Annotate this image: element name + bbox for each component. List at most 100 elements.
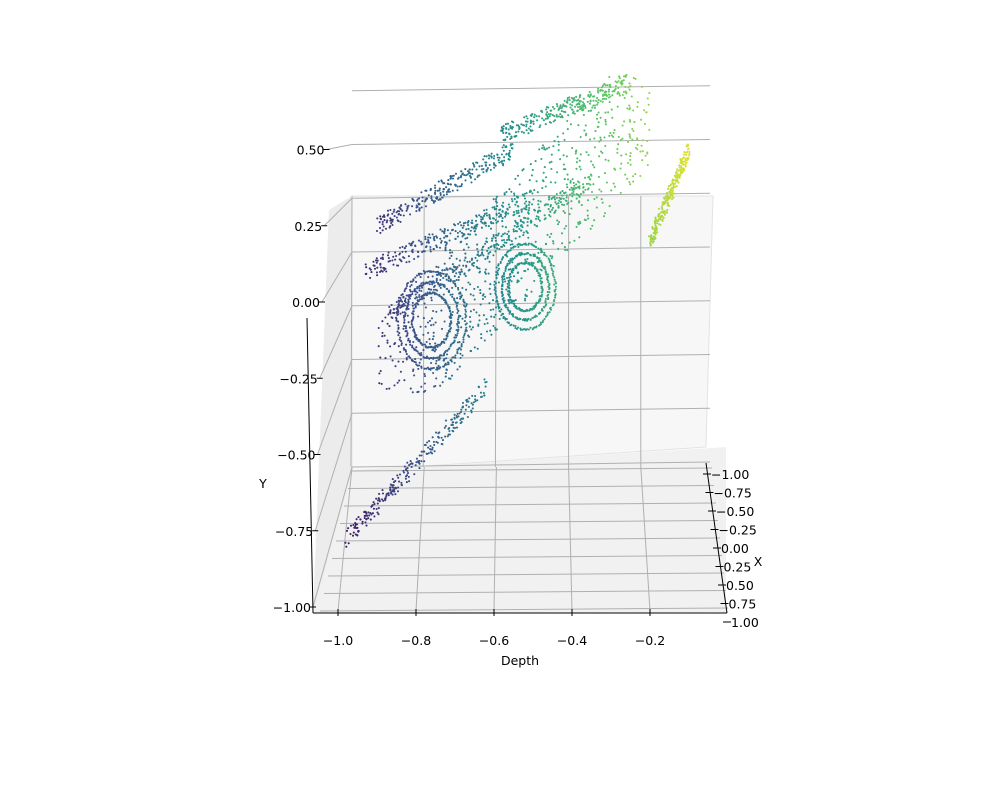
data-point [597, 98, 600, 101]
data-point [678, 166, 681, 169]
data-point [424, 235, 427, 238]
data-point [533, 223, 536, 226]
data-point [444, 244, 447, 247]
data-point [490, 239, 494, 242]
data-point [672, 196, 675, 199]
data-point [429, 270, 432, 273]
data-point [489, 168, 492, 171]
data-point [552, 303, 555, 306]
data-point [506, 276, 509, 280]
data-point [430, 324, 433, 327]
z-tick-label: 0.75 [729, 597, 757, 612]
z-tick-label: −0.50 [716, 504, 754, 519]
data-point [578, 195, 581, 199]
data-point [398, 253, 401, 256]
data-point [528, 206, 531, 210]
data-point [517, 245, 520, 249]
data-point [546, 290, 549, 293]
data-point [519, 317, 522, 321]
data-point [541, 309, 544, 312]
data-point [430, 288, 433, 291]
data-point [443, 283, 446, 287]
data-point [411, 346, 414, 349]
data-point [401, 305, 404, 308]
data-point [501, 220, 504, 223]
data-point [411, 280, 414, 283]
data-point [442, 190, 445, 193]
data-point [684, 157, 687, 160]
data-point [513, 224, 516, 228]
data-point [476, 253, 479, 256]
data-point [561, 190, 564, 193]
data-point [622, 75, 626, 78]
data-point [572, 187, 575, 190]
data-point [405, 353, 408, 356]
data-point [538, 148, 541, 151]
data-point [367, 511, 370, 514]
data-point [398, 338, 401, 341]
data-point [523, 194, 526, 197]
data-point [542, 253, 546, 256]
data-point [527, 236, 530, 239]
data-point [478, 267, 481, 270]
data-point [539, 279, 542, 283]
data-point [465, 314, 468, 318]
data-point [460, 183, 463, 186]
data-point [550, 160, 553, 163]
data-point [415, 457, 418, 460]
data-point [407, 298, 410, 301]
grid-line-y-back [351, 407, 711, 414]
data-point [664, 210, 667, 213]
data-point [483, 212, 486, 216]
data-point [536, 256, 539, 259]
data-point [550, 232, 553, 235]
data-point [401, 245, 404, 248]
data-point [421, 286, 424, 289]
data-point [419, 342, 422, 345]
data-point [628, 133, 631, 136]
data-point [430, 296, 433, 299]
data-point [510, 120, 514, 123]
data-point [648, 128, 651, 131]
data-point [413, 332, 416, 335]
data-point [448, 309, 451, 312]
data-point [387, 494, 390, 497]
data-point [427, 288, 430, 291]
data-point [663, 212, 666, 215]
data-point [400, 304, 403, 307]
data-point [625, 153, 628, 156]
data-point [508, 294, 511, 297]
data-point [526, 120, 529, 123]
data-point [502, 312, 505, 316]
data-point [379, 231, 382, 234]
data-point [409, 387, 412, 390]
data-point [606, 84, 609, 87]
data-point [420, 450, 423, 453]
data-point [430, 356, 433, 359]
data-point [495, 213, 498, 216]
data-point [515, 212, 519, 215]
data-point [375, 261, 378, 264]
data-point [537, 247, 540, 250]
data-point [424, 205, 428, 208]
data-point [381, 498, 384, 501]
data-point [504, 138, 507, 141]
data-point [400, 204, 403, 207]
data-point [543, 214, 546, 217]
data-point [392, 481, 396, 484]
data-point [441, 439, 445, 442]
data-point [613, 128, 616, 132]
data-point [428, 342, 431, 345]
data-point [542, 171, 545, 174]
data-point [445, 357, 448, 360]
data-point [525, 243, 528, 246]
data-point [443, 338, 446, 341]
data-point [500, 215, 503, 218]
data-point [452, 281, 455, 284]
data-point [604, 123, 607, 126]
data-point [389, 486, 392, 489]
data-point [417, 303, 420, 306]
data-point [426, 321, 430, 324]
data-point [426, 293, 429, 297]
data-point [536, 191, 539, 194]
